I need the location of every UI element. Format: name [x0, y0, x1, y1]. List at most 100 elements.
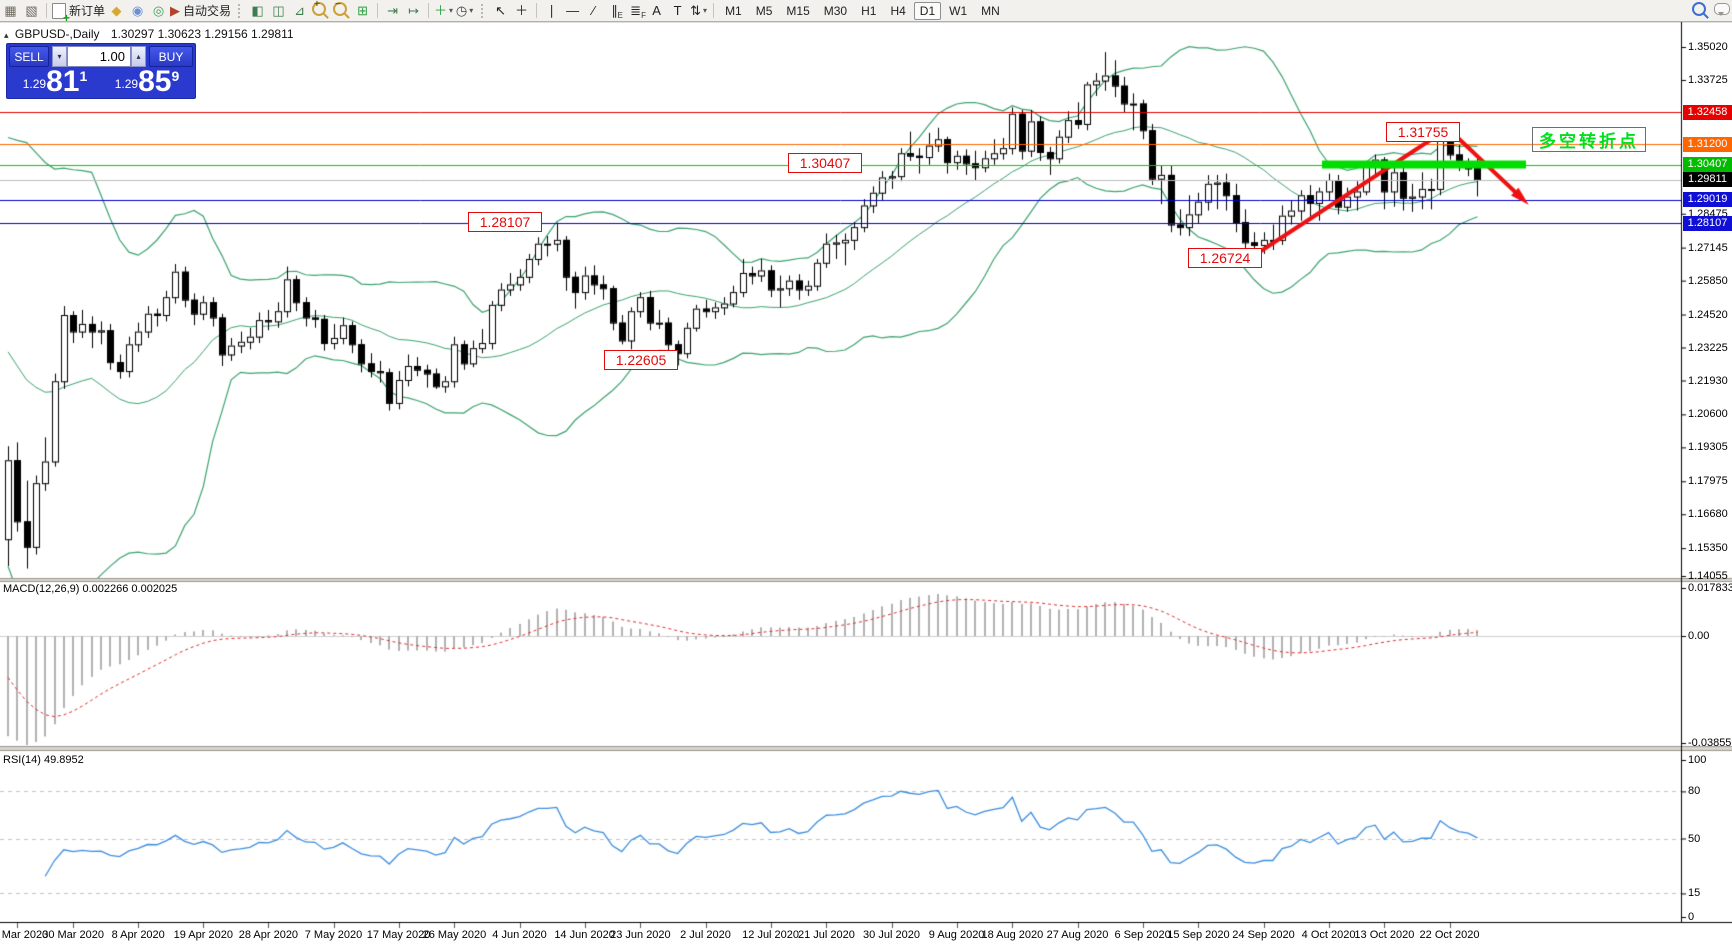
- date-axis-label: 23 Jun 2020: [610, 929, 671, 941]
- arrows-icon[interactable]: ⇅ ▾: [689, 2, 708, 20]
- timeframe-d1[interactable]: D1: [913, 1, 942, 20]
- price-axis-tick: 1.23225: [1688, 341, 1728, 354]
- timeframe-h4[interactable]: H4: [890, 3, 906, 18]
- zoom-in-icon[interactable]: [311, 0, 330, 20]
- crosshair-icon[interactable]: ＋: [512, 2, 531, 20]
- buy-price-pip: 9: [171, 68, 180, 84]
- tile-windows-icon[interactable]: ⊞: [353, 2, 372, 20]
- toolbar-grip[interactable]: [238, 3, 243, 18]
- fibonacci-icon[interactable]: ≣ F: [626, 2, 646, 20]
- timeframe-m30[interactable]: M30: [823, 3, 848, 18]
- search-icon: [1692, 2, 1706, 16]
- line-chart-icon: ⊿: [294, 3, 305, 18]
- equidistant-channel-icon: ∥ E: [611, 3, 623, 20]
- market-icon[interactable]: ◆: [107, 2, 126, 20]
- sell-button[interactable]: SELL: [9, 46, 49, 67]
- price-badge: 1.30407: [1683, 157, 1732, 173]
- horizontal-line-icon[interactable]: —: [563, 2, 582, 20]
- text-icon[interactable]: A: [647, 2, 666, 20]
- text-icon: A: [652, 3, 661, 18]
- zoom-out-icon: [333, 0, 348, 16]
- new-order-button[interactable]: 新订单: [52, 2, 106, 24]
- profiles-icon[interactable]: ▧: [22, 2, 41, 20]
- rsi-axis-tick: 15: [1688, 887, 1701, 900]
- date-axis-label: 18 Aug 2020: [981, 929, 1044, 941]
- macd-axis-tick: -0.038559: [1688, 737, 1732, 749]
- toolbar-separator: [428, 3, 430, 18]
- date-axis-label: 9 Aug 2020: [928, 929, 985, 941]
- collapse-one-click-icon[interactable]: ▴: [4, 30, 9, 40]
- macd-axis-tick: 0.017833: [1688, 582, 1732, 594]
- search-icon[interactable]: [1691, 2, 1710, 20]
- date-axis-label: 2 Jul 2020: [680, 929, 731, 941]
- price-annotation-box[interactable]: 1.28107: [468, 212, 542, 232]
- price-axis-tick: 1.25850: [1688, 274, 1728, 287]
- price-annotation-box[interactable]: 1.22605: [604, 350, 678, 370]
- text-label-icon: T: [673, 3, 682, 18]
- price-badge: 1.31200: [1683, 136, 1732, 152]
- cursor-icon[interactable]: ↖: [491, 2, 510, 20]
- date-axis-label: 21 Jul 2020: [797, 929, 855, 941]
- price-annotation-box[interactable]: 1.26724: [1188, 248, 1262, 268]
- sell-price-head: 1.29: [22, 77, 47, 91]
- volume-increase-button[interactable]: ▴: [131, 46, 146, 67]
- bar-chart-icon[interactable]: ◧: [248, 2, 267, 20]
- date-axis-label: 4 Jun 2020: [492, 929, 547, 941]
- timeframe-m15[interactable]: M15: [786, 3, 810, 18]
- chevron-down-icon: ▾: [469, 5, 474, 15]
- price-annotation-box[interactable]: 1.30407: [788, 153, 862, 173]
- signals-icon: ◎: [152, 3, 165, 18]
- charts-icon[interactable]: ▦: [1, 2, 20, 20]
- community-icon[interactable]: ◉: [128, 2, 147, 20]
- toolbar-separator: [536, 3, 538, 18]
- timeframe-m1[interactable]: M1: [725, 3, 742, 18]
- chevron-down-icon: ▾: [703, 5, 708, 15]
- price-axis-tick: 1.17975: [1688, 475, 1728, 488]
- equidistant-channel-icon[interactable]: ∥ E: [605, 2, 624, 20]
- price-annotation-box[interactable]: 1.31755: [1386, 122, 1460, 142]
- macd-axis-tick: 0.00: [1688, 630, 1710, 642]
- timeframe-m5[interactable]: M5: [755, 3, 773, 18]
- chart-shift-icon[interactable]: ↦: [404, 2, 423, 20]
- toolbar-separator: [713, 3, 715, 18]
- new-order-button-label: 新订单: [69, 3, 106, 18]
- chart-shift-icon: ↦: [408, 3, 419, 18]
- periods-button[interactable]: ◷ ▾: [455, 2, 474, 20]
- date-axis-label: 15 Sep 2020: [1167, 929, 1230, 941]
- zoom-in-icon: [312, 0, 327, 16]
- date-axis-label: 30 Mar 2020: [42, 929, 104, 941]
- volume-decrease-button[interactable]: ▾: [52, 46, 67, 67]
- text-label-icon[interactable]: T: [668, 2, 687, 20]
- signals-icon[interactable]: ◎: [149, 2, 168, 20]
- date-axis-label: 20 Mar 2020: [0, 929, 49, 941]
- buy-price-head: 1.29: [114, 77, 139, 91]
- timeframe-mn[interactable]: MN: [981, 3, 1000, 18]
- zoom-out-icon[interactable]: [332, 0, 351, 20]
- candlestick-chart-icon[interactable]: ◫: [269, 2, 288, 20]
- auto-scroll-icon[interactable]: ⇥: [383, 2, 402, 20]
- trendline-icon[interactable]: ∕: [584, 2, 603, 20]
- date-axis-label: 4 Oct 2020: [1301, 929, 1356, 941]
- indicators-button[interactable]: ＋ ▾: [434, 2, 453, 20]
- date-axis-label: 19 Apr 2020: [173, 929, 233, 941]
- note-text-box[interactable]: 多空转折点: [1532, 127, 1646, 152]
- date-axis-label: 30 Jul 2020: [863, 929, 920, 941]
- toolbar-separator: [377, 3, 379, 18]
- volume-input[interactable]: 1.00: [67, 46, 131, 67]
- date-axis-label: 28 Apr 2020: [238, 929, 299, 941]
- vertical-line-icon[interactable]: ∣: [542, 2, 561, 20]
- candlestick-chart-icon: ◫: [272, 3, 285, 18]
- toolbar-grip[interactable]: [481, 3, 486, 18]
- profiles-icon: ▧: [25, 3, 38, 18]
- buy-price-display[interactable]: 1.29 85 9: [101, 65, 193, 98]
- sell-price-display[interactable]: 1.29 81 1: [9, 67, 101, 97]
- new-order-icon: [52, 2, 70, 24]
- autotrading-button[interactable]: ▶ 自动交易: [170, 2, 231, 20]
- line-chart-icon[interactable]: ⊿: [290, 2, 309, 20]
- buy-price-big: 85: [138, 65, 172, 98]
- timeframe-h1[interactable]: H1: [861, 3, 877, 18]
- timeframe-w1[interactable]: W1: [949, 3, 968, 18]
- buy-button[interactable]: BUY: [149, 46, 193, 67]
- chat-icon[interactable]: [1712, 2, 1731, 20]
